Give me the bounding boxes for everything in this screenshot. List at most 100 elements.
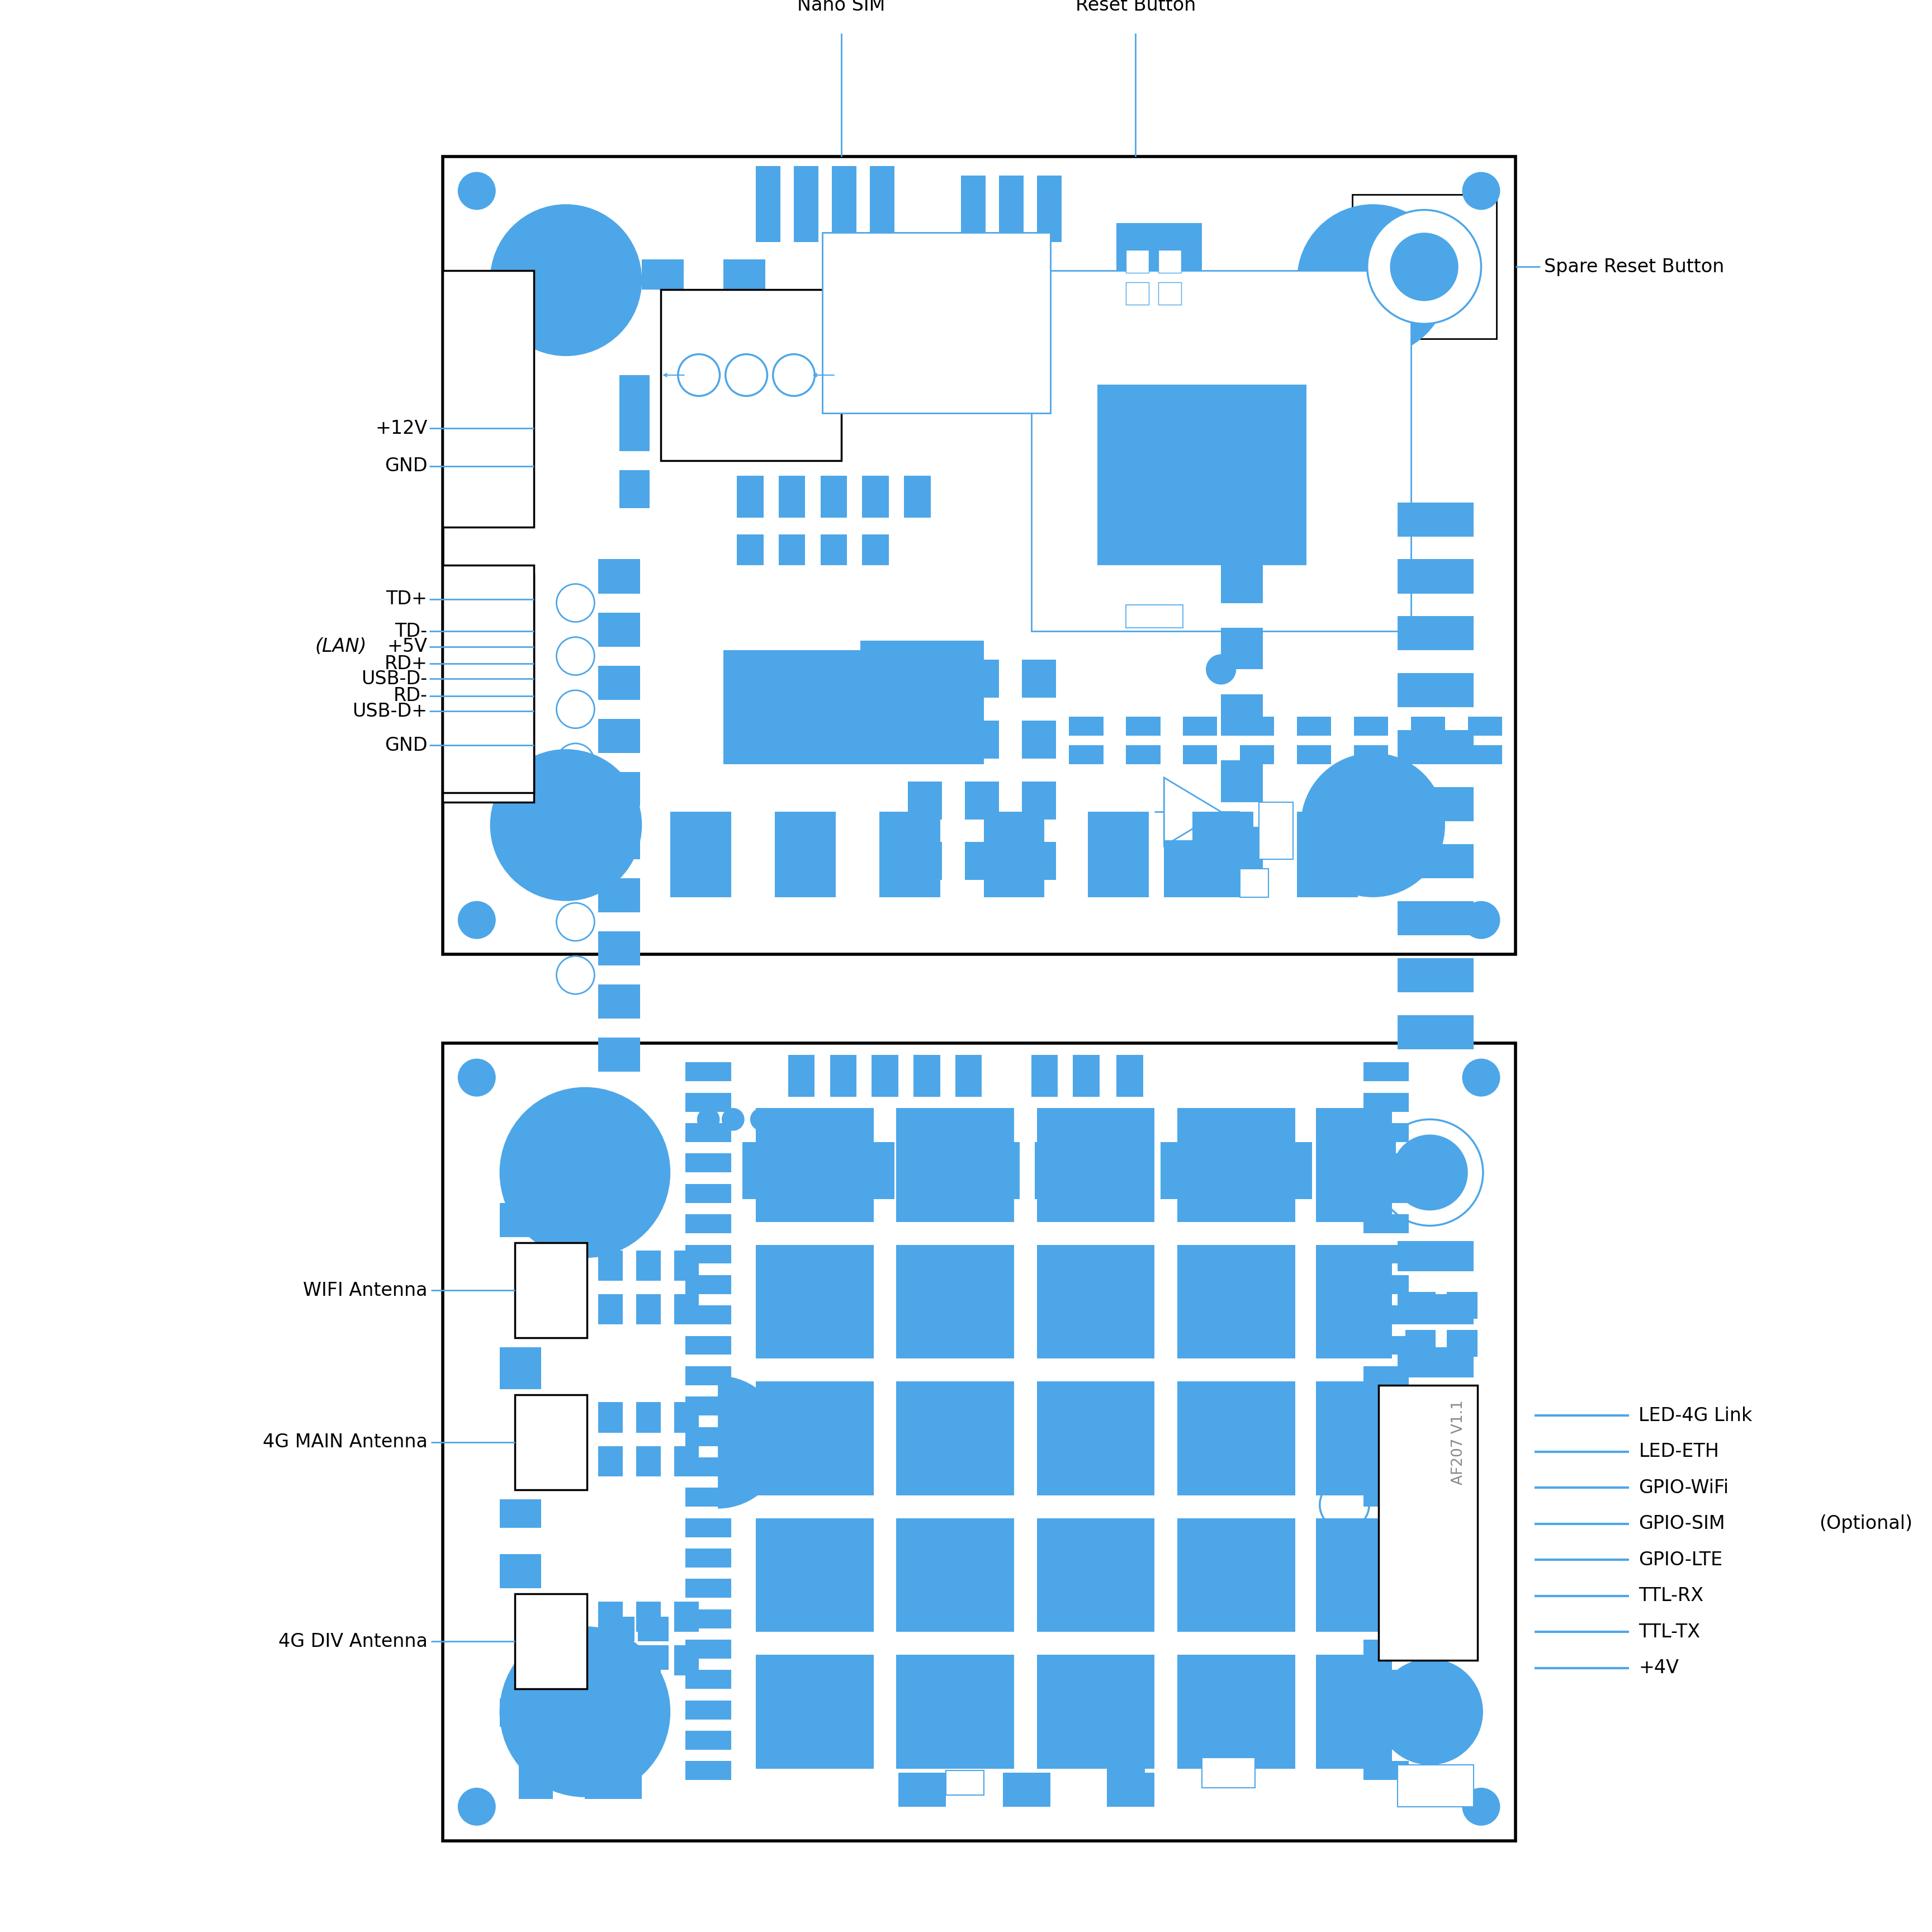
- Bar: [960, 176, 985, 242]
- Bar: [1468, 746, 1501, 765]
- Bar: [636, 1294, 661, 1325]
- Bar: [755, 1656, 873, 1768]
- Bar: [1221, 560, 1264, 603]
- Text: USB-D-: USB-D-: [361, 670, 427, 688]
- Bar: [1397, 786, 1474, 821]
- Bar: [1354, 746, 1387, 765]
- Bar: [1327, 1142, 1354, 1200]
- Bar: [1126, 717, 1161, 736]
- Bar: [686, 1640, 730, 1658]
- Bar: [1397, 844, 1474, 879]
- Bar: [1364, 1457, 1408, 1476]
- Circle shape: [1391, 1134, 1468, 1211]
- Bar: [686, 1153, 730, 1173]
- Bar: [1364, 1275, 1408, 1294]
- Bar: [1364, 1609, 1408, 1629]
- Bar: [1037, 1519, 1155, 1633]
- Bar: [1107, 1772, 1155, 1806]
- Bar: [896, 1519, 1014, 1633]
- Bar: [1370, 1142, 1395, 1200]
- Bar: [1037, 176, 1061, 242]
- Bar: [1037, 1244, 1155, 1358]
- Bar: [755, 1244, 873, 1358]
- Bar: [686, 1609, 730, 1629]
- Bar: [1364, 1700, 1408, 1719]
- Bar: [1379, 1385, 1478, 1660]
- Bar: [674, 1250, 699, 1281]
- Bar: [1221, 827, 1264, 869]
- Bar: [500, 1499, 541, 1528]
- Bar: [1192, 811, 1254, 896]
- Bar: [821, 475, 846, 518]
- Bar: [1221, 694, 1264, 736]
- Bar: [724, 651, 866, 765]
- Bar: [686, 1762, 730, 1779]
- Bar: [871, 1055, 898, 1097]
- Bar: [1260, 802, 1293, 860]
- Bar: [599, 1646, 622, 1675]
- Bar: [686, 1335, 730, 1354]
- Text: TD-: TD-: [394, 622, 427, 641]
- Bar: [1202, 1758, 1256, 1787]
- Bar: [686, 1731, 730, 1750]
- Bar: [670, 811, 730, 896]
- Bar: [500, 1698, 541, 1727]
- Bar: [1003, 1772, 1051, 1806]
- Bar: [1397, 616, 1474, 651]
- Bar: [746, 298, 788, 328]
- Text: USB-D+: USB-D+: [352, 701, 427, 721]
- Bar: [599, 825, 639, 860]
- Bar: [599, 558, 639, 593]
- Bar: [1364, 1640, 1408, 1658]
- Bar: [686, 1700, 730, 1719]
- Bar: [1447, 1293, 1478, 1320]
- Bar: [599, 612, 639, 647]
- Bar: [1072, 1055, 1099, 1097]
- Bar: [1364, 1122, 1408, 1142]
- Text: AF207 V1.1: AF207 V1.1: [1451, 1399, 1466, 1484]
- Bar: [686, 1519, 730, 1538]
- Bar: [446, 696, 529, 798]
- Circle shape: [1389, 232, 1459, 301]
- Text: LED-ETH: LED-ETH: [1638, 1443, 1719, 1461]
- Text: TTL-TX: TTL-TX: [1638, 1623, 1700, 1640]
- Bar: [1221, 761, 1264, 802]
- Bar: [1022, 781, 1055, 819]
- Bar: [1244, 1142, 1271, 1200]
- Wedge shape: [719, 1376, 784, 1509]
- Text: GPIO-WiFi: GPIO-WiFi: [1638, 1478, 1729, 1497]
- Bar: [599, 1294, 622, 1325]
- Bar: [442, 156, 1515, 954]
- Text: RD-: RD-: [394, 686, 427, 705]
- Bar: [1364, 1094, 1408, 1111]
- Bar: [1037, 1381, 1155, 1495]
- Bar: [1316, 1381, 1391, 1495]
- Bar: [1165, 840, 1211, 896]
- Bar: [1022, 661, 1055, 697]
- Bar: [1032, 1055, 1057, 1097]
- Bar: [896, 1107, 1014, 1221]
- Circle shape: [723, 1107, 744, 1130]
- Circle shape: [491, 750, 641, 900]
- Bar: [661, 290, 840, 460]
- Bar: [827, 1142, 852, 1200]
- Bar: [1468, 717, 1501, 736]
- Bar: [983, 811, 1045, 896]
- Bar: [1364, 1428, 1408, 1445]
- Bar: [686, 1428, 730, 1445]
- Bar: [1177, 1381, 1294, 1495]
- Bar: [500, 1204, 541, 1236]
- Bar: [500, 1354, 541, 1389]
- Circle shape: [1430, 1741, 1449, 1760]
- Bar: [686, 1306, 730, 1325]
- Bar: [618, 469, 649, 508]
- Bar: [636, 1646, 661, 1675]
- Text: 4G DIV Antenna: 4G DIV Antenna: [278, 1633, 427, 1650]
- Bar: [1036, 1142, 1061, 1200]
- Circle shape: [500, 1627, 670, 1797]
- Bar: [1032, 270, 1410, 632]
- Text: +5V: +5V: [386, 638, 427, 655]
- Bar: [736, 475, 763, 518]
- Bar: [1364, 1519, 1408, 1538]
- Bar: [674, 1602, 699, 1633]
